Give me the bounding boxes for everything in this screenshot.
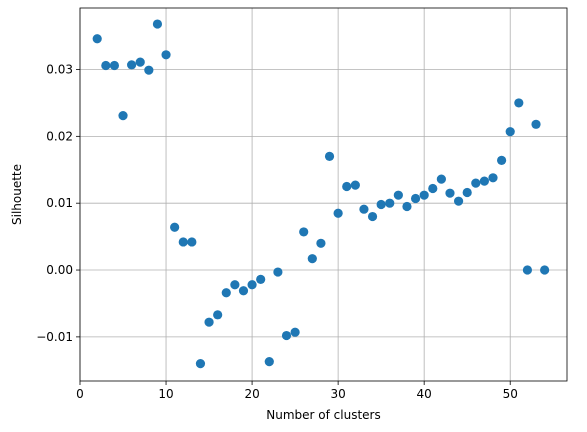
data-point [307,254,317,264]
y-tick-label: 0.00 [46,263,73,277]
data-point [230,280,240,290]
data-point [204,317,214,327]
data-point [445,188,455,198]
data-point [195,359,206,369]
data-point [273,267,283,277]
data-point [522,265,533,275]
data-point [350,180,360,190]
data-point [161,50,171,60]
data-point [247,280,257,290]
x-tick-label: 10 [158,387,173,401]
data-point [324,151,335,161]
data-point [359,204,369,214]
data-point [316,238,326,248]
x-tick-label: 20 [244,387,259,401]
data-point [109,60,120,71]
data-point [419,190,429,200]
data-point [187,237,197,247]
data-point [505,127,515,137]
data-point [127,60,137,70]
data-point [479,176,489,186]
data-point [385,198,395,208]
data-point [410,193,421,204]
data-point [238,286,249,296]
data-point [471,178,481,188]
data-point [514,98,524,108]
x-tick-label: 50 [503,387,518,401]
data-point [531,119,541,129]
data-point [152,19,163,29]
data-point [453,196,464,206]
x-tick-label: 40 [417,387,432,401]
ticks-layer: 0 10 20 30 40 50 −0.01 0.00 0.01 0.02 0.03 [36,62,518,401]
data-point [144,65,154,75]
x-tick-label: 30 [330,387,345,401]
axes-frame [79,7,568,382]
grid-layer [79,8,567,381]
data-point [264,357,274,367]
data-point [488,173,498,183]
data-point [367,211,378,222]
data-point [170,222,180,232]
y-tick-label: 0.02 [46,129,73,143]
data-point [281,330,292,341]
data-point [540,265,550,275]
data-point [428,183,438,194]
data-point [256,274,266,284]
data-point [436,174,446,184]
x-tick-label: 0 [76,387,84,401]
data-point [101,60,111,71]
data-point [92,34,102,44]
data-point [299,227,309,237]
y-tick-label: 0.01 [46,196,73,210]
y-axis-label: Silhouette [10,164,24,225]
data-point [342,181,352,192]
data-point [333,208,343,218]
data-point [135,57,145,67]
data-point [118,111,128,121]
data-point [178,237,188,247]
y-tick-label: 0.03 [46,62,73,76]
points-layer [92,19,550,369]
data-point [221,288,231,298]
data-point [402,201,412,212]
y-tick-label: −0.01 [36,330,73,344]
x-axis-label: Number of clusters [266,408,380,422]
data-point [213,310,223,320]
data-point [376,199,386,210]
data-point [393,190,403,200]
data-point [290,327,300,337]
data-point [462,187,472,198]
data-point [497,155,507,166]
